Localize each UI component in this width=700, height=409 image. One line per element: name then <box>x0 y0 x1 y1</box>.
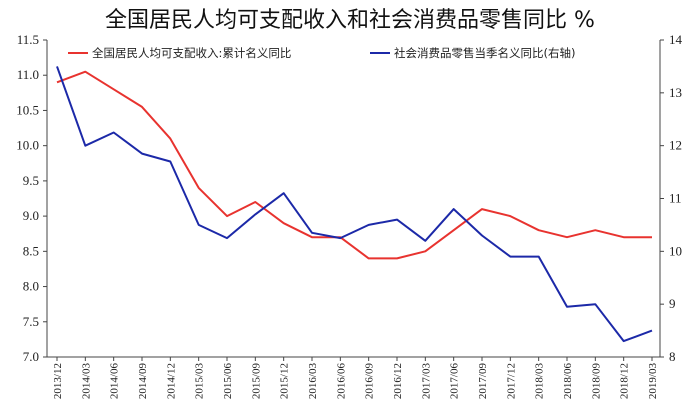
x-tick-label: 2015/06 <box>222 363 234 400</box>
x-tick-label: 2015/09 <box>250 363 262 400</box>
right-tick-label: 12 <box>669 138 682 153</box>
right-tick-label: 10 <box>669 243 682 258</box>
x-tick-label: 2015/12 <box>279 363 291 399</box>
left-tick-label: 8.0 <box>23 279 39 294</box>
x-tick-label: 2018/12 <box>619 363 631 399</box>
chart-title: 全国居民人均可支配收入和社会消费品零售同比 % <box>105 8 595 33</box>
x-tick-label: 2016/06 <box>335 363 347 400</box>
series-line-retail <box>56 66 653 343</box>
left-tick-label: 9.5 <box>23 173 39 188</box>
left-tick-label: 10.5 <box>16 102 39 117</box>
x-tick-label: 2014/06 <box>109 363 121 400</box>
right-tick-label: 13 <box>669 85 682 100</box>
x-tick-label: 2017/09 <box>477 363 489 400</box>
left-tick-label: 7.5 <box>23 314 39 329</box>
left-tick-label: 10.0 <box>16 138 39 153</box>
right-tick-label: 14 <box>669 32 683 47</box>
x-tick-label: 2014/12 <box>165 363 177 399</box>
left-tick-label: 8.5 <box>23 243 39 258</box>
x-tick-label: 2018/09 <box>590 363 602 400</box>
left-tick-label: 9.0 <box>23 208 39 223</box>
legend: 全国居民人均可支配收入:累计名义同比 社会消费品零售当季名义同比(右轴) <box>68 46 575 60</box>
right-tick-label: 11 <box>669 191 682 206</box>
x-tick-label: 2016/12 <box>392 363 404 399</box>
x-tick-label: 2017/12 <box>505 363 517 399</box>
x-tick-label: 2018/06 <box>562 363 574 400</box>
legend-label-retail: 社会消费品零售当季名义同比(右轴) <box>394 46 575 60</box>
x-tick-label: 2017/06 <box>449 363 461 400</box>
x-tick-label: 2014/03 <box>80 363 92 400</box>
left-tick-label: 11.5 <box>17 32 39 47</box>
left-tick-label: 7.0 <box>23 349 39 364</box>
left-tick-label: 11.0 <box>17 67 39 82</box>
x-tick-label: 2019/03 <box>647 363 659 400</box>
series-layer <box>56 66 653 343</box>
x-tick-label: 2016/09 <box>364 363 376 400</box>
series-line-income <box>56 70 652 260</box>
legend-label-income: 全国居民人均可支配收入:累计名义同比 <box>92 46 291 60</box>
x-tick-label: 2017/03 <box>420 363 432 400</box>
x-tick-label: 2013/12 <box>52 363 64 399</box>
x-tick-label: 2015/03 <box>194 363 206 400</box>
axes: 7.0 7.5 8.0 8.5 9.0 9.5 10.0 10.5 11.0 11.5 8 9 10 11… <box>16 32 682 399</box>
right-tick-label: 8 <box>669 349 676 364</box>
x-tick-label: 2014/09 <box>137 363 149 400</box>
x-tick-label: 2016/03 <box>307 363 319 400</box>
x-tick-label: 2018/03 <box>534 363 546 400</box>
right-tick-label: 9 <box>669 296 676 311</box>
